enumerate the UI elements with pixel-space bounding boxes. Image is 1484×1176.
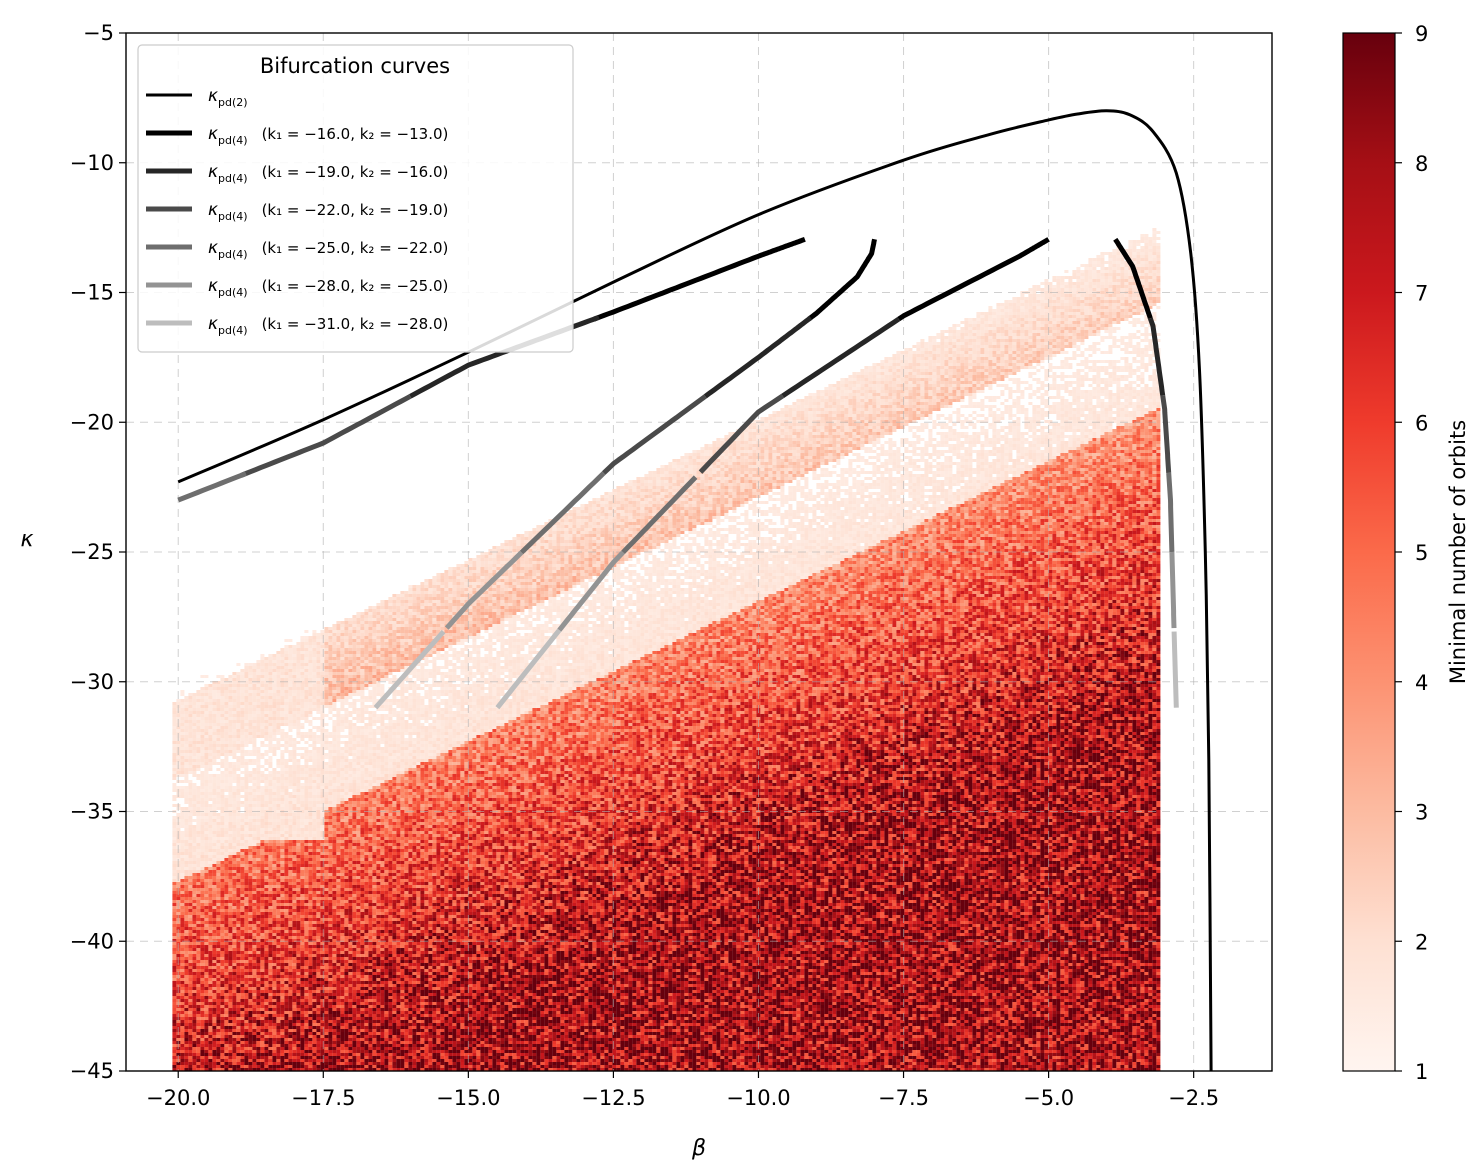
y-tick-label: −25 <box>70 540 114 564</box>
x-tick-label: −15.0 <box>436 1086 500 1110</box>
y-tick-label: −5 <box>83 21 114 45</box>
colorbar-tick-label: 1 <box>1415 1060 1428 1084</box>
colorbar: 1 2 3 4 5 6 7 8 9 Minimal number of orbits <box>1343 22 1470 1084</box>
y-tick-label: −10 <box>70 151 114 175</box>
x-tick-label: −2.5 <box>1168 1086 1219 1110</box>
colorbar-tick-label: 4 <box>1415 671 1428 695</box>
colorbar-tick-label: 5 <box>1415 541 1428 565</box>
colorbar-tick-label: 9 <box>1415 22 1428 46</box>
pd4-curve-segment <box>1169 473 1172 552</box>
y-tick-label: −30 <box>70 670 114 694</box>
legend-box <box>138 45 573 352</box>
x-tick-label: −5.0 <box>1023 1086 1074 1110</box>
colorbar-tick-label: 7 <box>1415 282 1428 306</box>
x-axis-label: β <box>691 1136 706 1161</box>
pd4-curve-segment <box>1174 632 1176 708</box>
y-tick-label: −45 <box>70 1059 114 1083</box>
y-tick-label: −35 <box>70 800 114 824</box>
y-tick-label: −20 <box>70 410 114 434</box>
legend: Bifurcation curves κpd(2)κpd(4) (k₁ = −16… <box>138 45 573 352</box>
colorbar-gradient <box>1343 33 1395 1071</box>
x-tick-label: −20.0 <box>146 1086 210 1110</box>
colorbar-tick-label: 2 <box>1415 930 1428 954</box>
colorbar-tick-label: 6 <box>1415 411 1428 435</box>
colorbar-tick-label: 3 <box>1415 801 1428 825</box>
legend-title: Bifurcation curves <box>260 54 450 78</box>
x-tick-label: −7.5 <box>878 1086 929 1110</box>
y-axis-label: κ <box>21 527 34 552</box>
y-tick-label: −40 <box>70 929 114 953</box>
pd4-curve-segment <box>1172 552 1174 628</box>
y-axis-ticks: −5 −10 −15 −20 −25 −30 −35 −40 −45 <box>70 21 126 1083</box>
colorbar-label: Minimal number of orbits <box>1446 420 1470 684</box>
x-axis-ticks: −20.0 −17.5 −15.0 −12.5 −10.0 −7.5 −5.0 −2.5 <box>146 1071 1219 1110</box>
x-tick-label: −17.5 <box>291 1086 355 1110</box>
y-tick-label: −15 <box>70 281 114 305</box>
x-tick-label: −10.0 <box>726 1086 790 1110</box>
x-tick-label: −12.5 <box>581 1086 645 1110</box>
colorbar-tick-label: 8 <box>1415 152 1428 176</box>
